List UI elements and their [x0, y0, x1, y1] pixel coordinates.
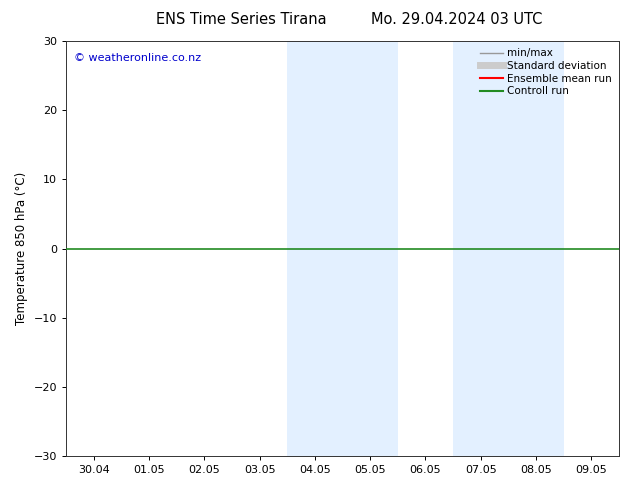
Text: © weatheronline.co.nz: © weatheronline.co.nz: [74, 53, 202, 64]
Text: ENS Time Series Tirana: ENS Time Series Tirana: [155, 12, 327, 27]
Text: Mo. 29.04.2024 03 UTC: Mo. 29.04.2024 03 UTC: [371, 12, 542, 27]
Bar: [287, 41, 342, 456]
Legend: min/max, Standard deviation, Ensemble mean run, Controll run: min/max, Standard deviation, Ensemble me…: [478, 46, 614, 98]
Bar: [508, 41, 564, 456]
Bar: [453, 41, 508, 456]
Y-axis label: Temperature 850 hPa (°C): Temperature 850 hPa (°C): [15, 172, 28, 325]
Bar: [342, 41, 398, 456]
